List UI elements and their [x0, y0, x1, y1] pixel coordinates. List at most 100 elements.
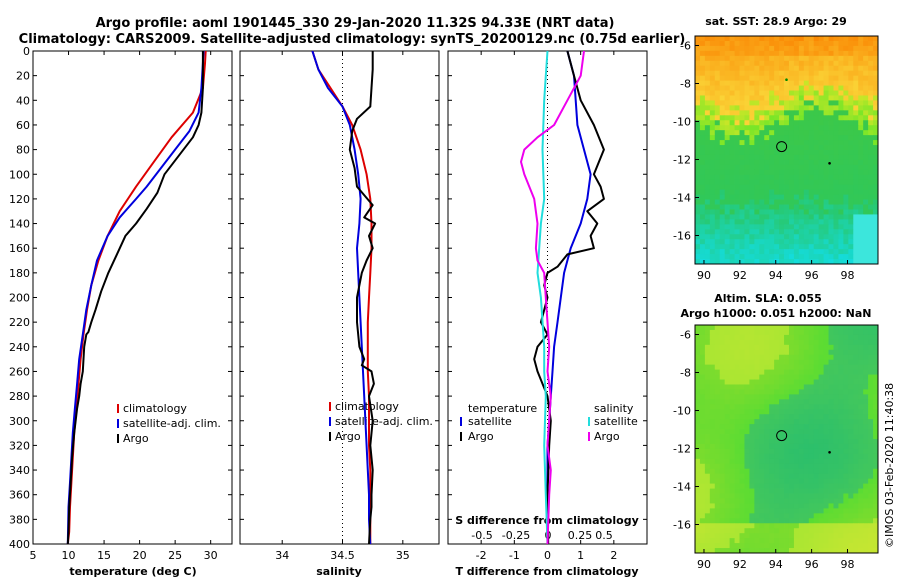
- map-cell: [873, 36, 879, 42]
- map-cell: [808, 254, 815, 260]
- map-cell: [808, 174, 815, 181]
- series-line-temperature-satellite: [546, 50, 592, 544]
- map-cell: [759, 349, 765, 356]
- map-cell: [724, 100, 731, 106]
- map-cell: [759, 394, 765, 400]
- map-cell: [853, 105, 859, 111]
- map-cell: [848, 244, 854, 250]
- map-cell: [714, 50, 721, 57]
- map-cell: [699, 543, 706, 549]
- map-cell: [813, 498, 820, 504]
- x-tick-label: 35: [396, 549, 410, 562]
- map-cell: [724, 65, 731, 72]
- map-cell: [699, 125, 706, 131]
- map-cell: [868, 374, 874, 380]
- map-cell: [764, 135, 770, 141]
- map-cell: [868, 150, 874, 156]
- map-cell: [833, 384, 839, 390]
- map-cell: [843, 120, 849, 126]
- map-cell: [749, 229, 755, 235]
- map-cell: [719, 184, 726, 191]
- map-cell: [803, 154, 810, 161]
- map-cell: [754, 339, 760, 346]
- map-cell: [853, 463, 859, 470]
- map-cell: [739, 344, 745, 351]
- x-tick-label: 5: [30, 549, 37, 562]
- map-cell: [793, 95, 800, 101]
- map-cell: [724, 115, 731, 121]
- map-cell: [833, 229, 839, 235]
- map-cell: [759, 85, 765, 91]
- map-cell: [833, 488, 839, 494]
- map-cell: [709, 339, 716, 346]
- map-cell: [739, 419, 745, 425]
- map-cell: [779, 189, 785, 196]
- map-cell: [818, 344, 824, 351]
- map-cell: [734, 184, 740, 191]
- map-cell: [764, 503, 770, 509]
- map-cell: [863, 154, 869, 161]
- map-cell: [724, 354, 731, 361]
- map-cell: [788, 105, 795, 111]
- map-cell: [774, 249, 780, 255]
- map-cell: [848, 478, 854, 485]
- map-cell: [793, 349, 800, 356]
- map-cell: [739, 404, 745, 410]
- map-cell: [808, 518, 815, 524]
- map-cell: [813, 75, 820, 82]
- map-cell: [744, 325, 750, 331]
- map-cell: [729, 334, 735, 341]
- map-cell: [784, 110, 790, 116]
- map-cell: [833, 344, 839, 351]
- map-cell: [744, 374, 750, 380]
- map-cell: [853, 60, 859, 67]
- map-y-tick-label: -8: [680, 367, 691, 380]
- map-cell: [828, 95, 834, 101]
- map-cell: [813, 130, 820, 136]
- map-cell: [714, 543, 721, 549]
- map-cell: [695, 518, 701, 524]
- map-cell: [709, 115, 716, 121]
- map-cell: [759, 354, 765, 361]
- map-cell: [838, 120, 844, 126]
- map-cell: [828, 394, 834, 400]
- map-cell: [848, 548, 854, 554]
- map-cell: [848, 463, 854, 470]
- map-cell: [784, 259, 790, 265]
- map-cell: [873, 234, 879, 240]
- map-cell: [774, 329, 780, 336]
- map-cell: [818, 154, 824, 161]
- map-cell: [714, 468, 721, 475]
- map-cell: [833, 379, 839, 385]
- map-cell: [699, 214, 706, 220]
- map-cell: [754, 458, 760, 465]
- map-cell: [863, 130, 869, 136]
- map-cell: [724, 85, 731, 91]
- map-cell: [759, 125, 765, 131]
- map-cell: [764, 439, 770, 445]
- map-cell: [843, 140, 849, 146]
- map-cell: [709, 548, 716, 554]
- map-cell: [695, 429, 701, 435]
- map-cell: [709, 55, 716, 62]
- map-cell: [868, 448, 874, 455]
- map-cell: [704, 199, 711, 205]
- map-cell: [774, 85, 780, 91]
- map-cell: [769, 453, 775, 460]
- map-cell: [858, 164, 864, 171]
- map-cell: [868, 329, 874, 336]
- map-cell: [759, 543, 765, 549]
- map-cell: [734, 169, 740, 176]
- map-cell: [779, 229, 785, 235]
- map-cell: [719, 429, 726, 435]
- map-cell: [709, 120, 716, 126]
- map-cell: [729, 209, 735, 215]
- map-cell: [873, 254, 879, 260]
- map-cell: [744, 409, 750, 415]
- map-cell: [719, 60, 726, 67]
- map-cell: [749, 503, 755, 509]
- map-cell: [798, 36, 805, 42]
- map-cell: [744, 65, 750, 72]
- map-cell: [818, 443, 824, 450]
- map-cell: [803, 36, 810, 42]
